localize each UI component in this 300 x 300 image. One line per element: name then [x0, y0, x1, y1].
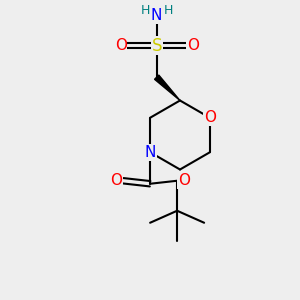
Text: O: O [178, 173, 190, 188]
Text: H: H [141, 4, 150, 17]
Text: O: O [187, 38, 199, 53]
Text: O: O [204, 110, 216, 125]
Text: H: H [164, 4, 173, 17]
Text: O: O [115, 38, 127, 53]
Polygon shape [154, 75, 180, 100]
Text: S: S [152, 37, 162, 55]
Text: N: N [144, 145, 156, 160]
Text: O: O [110, 173, 122, 188]
Text: N: N [151, 8, 162, 23]
